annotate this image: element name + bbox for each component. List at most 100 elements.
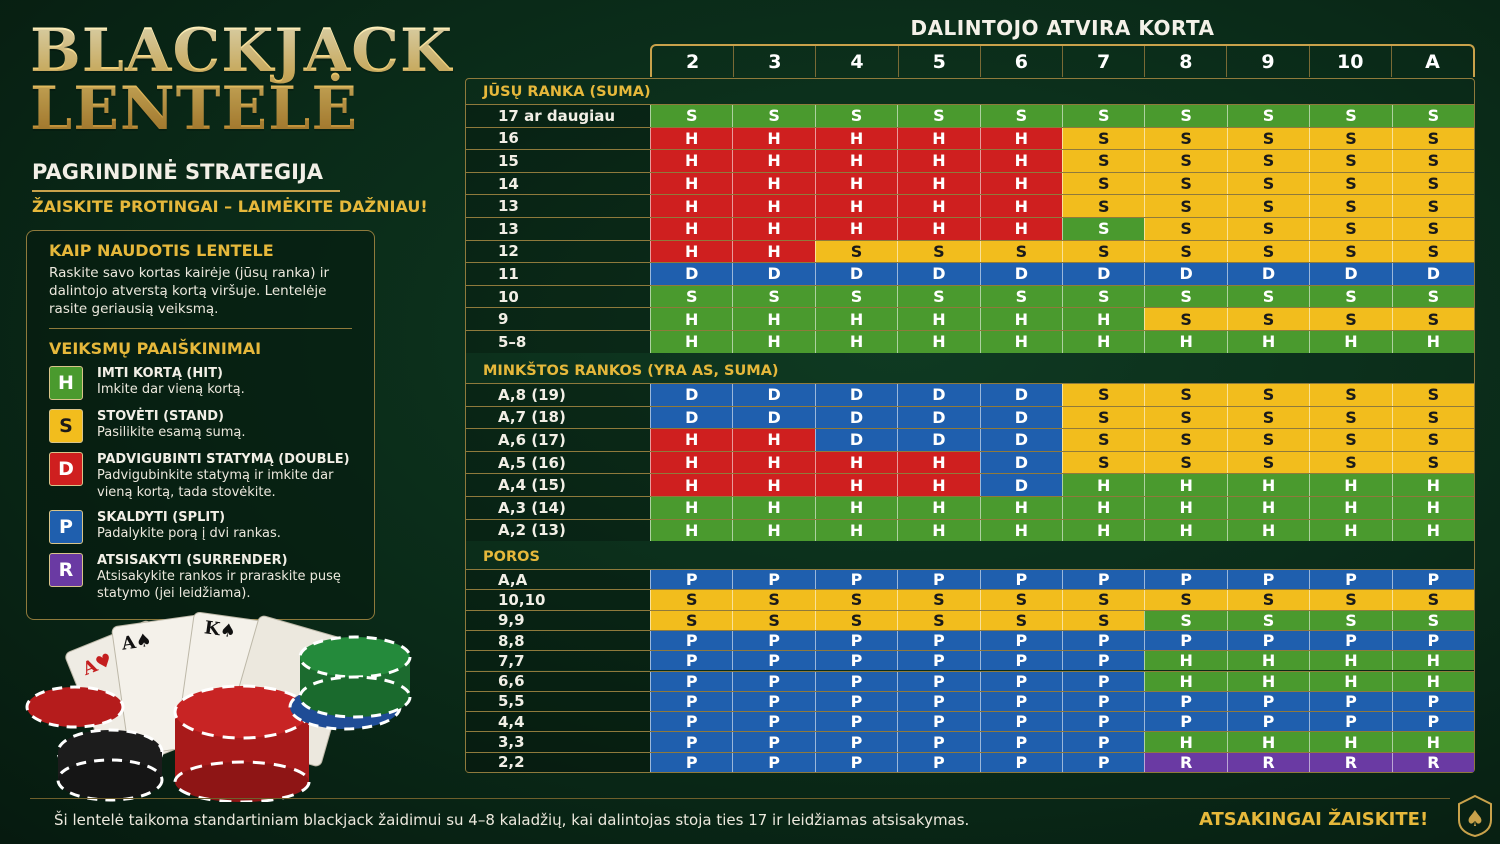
strategy-cell: S [897, 610, 980, 630]
strategy-cell: P [732, 732, 815, 752]
strategy-cell: H [1391, 651, 1475, 671]
dealer-card-title: DALINTOJO ATVIRA KORTA [910, 16, 1215, 40]
strategy-cell: H [814, 451, 898, 474]
footer-divider [30, 798, 1450, 799]
strategy-cell: H [1226, 474, 1310, 496]
strategy-cell: D [897, 429, 980, 451]
poker-chips-icon [25, 635, 412, 802]
strategy-cell: H [650, 519, 733, 542]
legend-name: STOVĖTI (STAND) [97, 409, 224, 424]
row-label: A,8 (19) [466, 384, 650, 406]
dealer-card-8: 8 [1144, 46, 1226, 77]
strategy-cell: H [814, 474, 898, 496]
strategy-cell: H [1144, 671, 1227, 691]
strategy-cell: H [1309, 331, 1392, 353]
strategy-cell: D [897, 263, 980, 285]
strategy-cell: S [1062, 172, 1145, 195]
strategy-cell: H [1062, 519, 1145, 542]
strategy-cell: P [732, 671, 815, 691]
strategy-cell: S [1144, 285, 1227, 308]
strategy-cell: H [814, 195, 898, 217]
strategy-cell: S [1391, 240, 1475, 263]
strategy-cell: S [1144, 610, 1227, 630]
legend-text: ATSISAKYTI (SURRENDER) Atsisakykite ranko… [97, 553, 352, 602]
strategy-cell: H [814, 331, 898, 353]
table-row: 5,5 P P P P P P P P P P [466, 690, 1475, 712]
strategy-cell: H [979, 331, 1063, 353]
dealer-card-a: A [1390, 46, 1473, 77]
strategy-cell: H [650, 497, 733, 519]
strategy-cell: P [979, 732, 1063, 752]
strategy-cell: P [1144, 570, 1227, 590]
strategy-cell: S [1144, 218, 1227, 240]
row-label: 15 [466, 150, 650, 172]
strategy-cell: P [1226, 691, 1310, 712]
table-row: 2,2 P P P P P P R R R R [466, 751, 1475, 772]
strategy-cell: S [1226, 127, 1310, 150]
row-label: A,2 (13) [466, 519, 650, 542]
strategy-cell: P [814, 651, 898, 671]
legend-text: STOVĖTI (STAND) Pasilikite esamą sumą. [97, 409, 245, 441]
strategy-cell: S [1144, 195, 1227, 217]
strategy-cell: H [1309, 497, 1392, 519]
strategy-cell: S [1226, 429, 1310, 451]
strategy-cell: D [979, 406, 1063, 429]
strategy-cell: S [1391, 384, 1475, 406]
responsible-gaming-note: ATSAKINGAI ŽAISKITE! [1199, 809, 1429, 830]
strategy-cell: H [1144, 331, 1227, 353]
strategy-cell: D [1226, 263, 1310, 285]
strategy-cell: P [1062, 732, 1145, 752]
strategy-cell: S [1062, 150, 1145, 172]
strategy-cell: H [897, 331, 980, 353]
strategy-cell: D [650, 263, 733, 285]
strategy-cell: P [650, 712, 733, 732]
strategy-cell: D [732, 384, 815, 406]
dealer-card-10: 10 [1308, 46, 1391, 77]
strategy-cell: H [814, 172, 898, 195]
subtitle: PAGRINDINĖ STRATEGIJA [32, 160, 340, 192]
strategy-cell: H [814, 519, 898, 542]
strategy-cell: S [1062, 285, 1145, 308]
title-line-1: BLACKJACK [30, 16, 454, 86]
strategy-cell: S [1144, 105, 1227, 127]
legend-text: IMTI KORTĄ (HIT) Imkite dar vieną kortą. [97, 366, 245, 398]
strategy-cell: S [814, 590, 898, 610]
table-row: 4,4 P P P P P P P P P P [466, 711, 1475, 732]
strategy-cell: S [1062, 451, 1145, 474]
strategy-cell: H [732, 195, 815, 217]
page-title: BLACKJACK LENTELĖ [30, 16, 454, 139]
strategy-cell: S [1391, 610, 1475, 630]
strategy-cell: R [1391, 752, 1475, 772]
row-label: A,A [466, 570, 650, 590]
strategy-cell: P [732, 570, 815, 590]
strategy-cell: S [650, 590, 733, 610]
strategy-cell: H [1062, 497, 1145, 519]
strategy-cell: S [1309, 384, 1392, 406]
table-row: A,5 (16) H H H H D S S S S S [466, 450, 1475, 474]
strategy-cell: P [1144, 712, 1227, 732]
strategy-cell: S [1309, 150, 1392, 172]
table-row: A,3 (14) H H H H H H H H H H [466, 496, 1475, 519]
strategy-cell: H [1226, 519, 1310, 542]
strategy-cell: S [1062, 590, 1145, 610]
row-label: 9,9 [466, 610, 650, 630]
section-label: JŪSŲ RANKA (SUMA) [483, 84, 651, 100]
table-row: 9,9 S S S S S S S S S S [466, 609, 1475, 630]
strategy-cell: S [979, 590, 1063, 610]
strategy-cell: S [1062, 218, 1145, 240]
table-row: A,A P P P P P P P P P P [466, 569, 1475, 590]
strategy-cell: P [979, 752, 1063, 772]
table-row: 13 H H H H H S S S S S [466, 194, 1475, 217]
dealer-card-7: 7 [1062, 46, 1144, 77]
strategy-cell: H [650, 331, 733, 353]
strategy-cell: P [1062, 691, 1145, 712]
strategy-cell: D [979, 384, 1063, 406]
strategy-cell: H [1391, 474, 1475, 496]
strategy-cell: H [1309, 519, 1392, 542]
section-label: MINKŠTOS RANKOS (YRA AS, SUMA) [483, 363, 779, 379]
strategy-cell: H [897, 451, 980, 474]
strategy-cell: H [1391, 331, 1475, 353]
strategy-cell: P [897, 570, 980, 590]
strategy-cell: P [1062, 570, 1145, 590]
strategy-cell: S [979, 240, 1063, 263]
